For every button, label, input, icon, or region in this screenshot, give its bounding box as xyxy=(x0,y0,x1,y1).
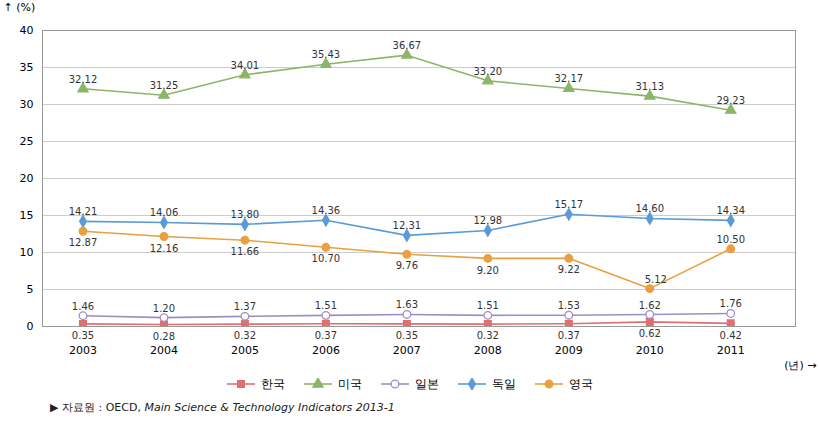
svg-text:32.17: 32.17 xyxy=(554,73,583,84)
svg-text:2011: 2011 xyxy=(717,344,745,357)
svg-text:2004: 2004 xyxy=(150,344,178,357)
svg-text:36.67: 36.67 xyxy=(393,40,422,51)
svg-text:0.28: 0.28 xyxy=(153,331,175,342)
svg-text:1.37: 1.37 xyxy=(234,301,256,312)
svg-text:9.20: 9.20 xyxy=(477,265,499,276)
svg-text:0.32: 0.32 xyxy=(234,330,256,341)
html-text:미국: 미국 xyxy=(338,376,362,391)
html-text:독일: 독일 xyxy=(492,376,516,391)
svg-text:2005: 2005 xyxy=(231,344,259,357)
svg-text:0.62: 0.62 xyxy=(639,328,661,339)
svg-text:25: 25 xyxy=(20,135,34,148)
svg-text:29.23: 29.23 xyxy=(716,95,745,106)
svg-text:5: 5 xyxy=(27,283,34,296)
svg-text:14.36: 14.36 xyxy=(312,205,341,216)
svg-text:14.06: 14.06 xyxy=(150,207,179,218)
svg-text:1.46: 1.46 xyxy=(72,301,94,312)
svg-text:14.34: 14.34 xyxy=(716,205,745,216)
svg-text:33.20: 33.20 xyxy=(474,66,503,77)
svg-text:12.87: 12.87 xyxy=(69,237,98,248)
html-text:한국: 한국 xyxy=(261,376,285,391)
svg-text:35: 35 xyxy=(20,61,34,74)
svg-text:12.98: 12.98 xyxy=(474,215,503,226)
svg-text:0.35: 0.35 xyxy=(72,330,94,341)
svg-text:0.32: 0.32 xyxy=(477,330,499,341)
svg-text:12.16: 12.16 xyxy=(150,243,179,254)
svg-text:10.50: 10.50 xyxy=(716,234,745,245)
svg-text:15.17: 15.17 xyxy=(554,199,583,210)
svg-text:2003: 2003 xyxy=(69,344,97,357)
svg-text:20: 20 xyxy=(20,172,34,185)
svg-text:14.60: 14.60 xyxy=(635,203,664,214)
svg-text:12.31: 12.31 xyxy=(393,220,422,231)
svg-text:2009: 2009 xyxy=(555,344,583,357)
svg-text:14.21: 14.21 xyxy=(69,206,98,217)
html-text:일본: 일본 xyxy=(415,376,439,391)
svg-text:1.51: 1.51 xyxy=(477,300,499,311)
svg-text:10.70: 10.70 xyxy=(312,253,341,264)
svg-text:1.76: 1.76 xyxy=(720,298,742,309)
svg-text:9.76: 9.76 xyxy=(396,260,418,271)
svg-text:34.01: 34.01 xyxy=(231,60,260,71)
svg-text:32.12: 32.12 xyxy=(69,74,98,85)
svg-text:1.53: 1.53 xyxy=(558,300,580,311)
svg-text:30: 30 xyxy=(20,98,34,111)
svg-text:1.51: 1.51 xyxy=(315,300,337,311)
svg-text:2010: 2010 xyxy=(636,344,664,357)
svg-text:0: 0 xyxy=(27,320,34,333)
html-text:영국: 영국 xyxy=(569,376,593,391)
svg-text:0.37: 0.37 xyxy=(315,330,337,341)
svg-text:2008: 2008 xyxy=(474,344,502,357)
svg-text:9.22: 9.22 xyxy=(558,264,580,275)
svg-text:15: 15 xyxy=(20,209,34,222)
svg-text:2007: 2007 xyxy=(393,344,421,357)
svg-text:31.25: 31.25 xyxy=(150,80,179,91)
svg-text:5.12: 5.12 xyxy=(645,274,667,285)
svg-text:13.80: 13.80 xyxy=(231,209,260,220)
svg-text:35.43: 35.43 xyxy=(312,49,341,60)
svg-text:0.37: 0.37 xyxy=(558,330,580,341)
svg-text:0.42: 0.42 xyxy=(720,329,742,340)
svg-text:1.62: 1.62 xyxy=(639,300,661,311)
svg-text:0.35: 0.35 xyxy=(396,330,418,341)
svg-text:2006: 2006 xyxy=(312,344,340,357)
svg-text:10: 10 xyxy=(20,246,34,259)
html-text:▶ 자료원 : OECD, Main Science & T: ▶ 자료원 : OECD, Main Science & Technology … xyxy=(50,401,395,414)
svg-text:31.13: 31.13 xyxy=(635,81,664,92)
svg-text:1.63: 1.63 xyxy=(396,299,418,310)
svg-text:11.66: 11.66 xyxy=(231,246,260,257)
svg-text:40: 40 xyxy=(20,24,34,37)
svg-text:1.20: 1.20 xyxy=(153,303,175,314)
svg-text:↑ (%): ↑ (%) xyxy=(4,1,36,14)
svg-text:(년) →: (년) → xyxy=(784,359,816,372)
